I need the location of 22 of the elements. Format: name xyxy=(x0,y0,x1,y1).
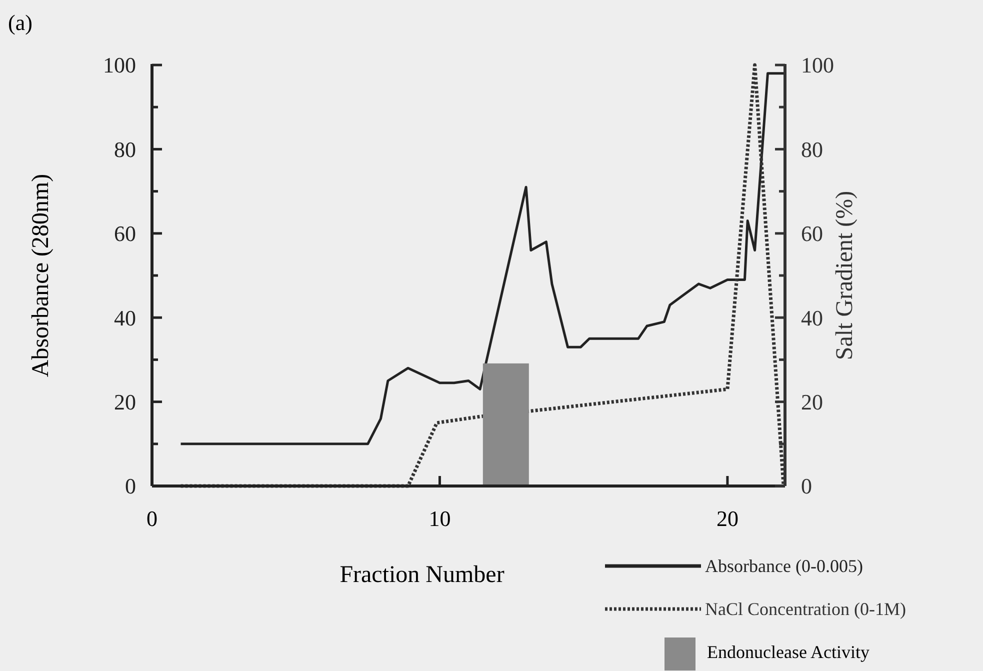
y-axis-title: Absorbance (280nm) xyxy=(28,174,54,378)
text: Absorbance (0-0.005) xyxy=(705,556,863,576)
y2-tick-label: 0 xyxy=(801,474,812,499)
x-tick-label: 0 xyxy=(146,506,158,531)
y-tick-label: 20 xyxy=(114,390,136,414)
y2-tick-label: 40 xyxy=(801,305,823,330)
y-tick-label: 100 xyxy=(103,52,136,78)
y-tick-label: 0 xyxy=(125,474,136,499)
legend-label: Endonuclease Activity xyxy=(707,642,870,662)
y2-tick-label: 60 xyxy=(801,221,823,246)
x-axis-title: Fraction Number xyxy=(340,562,504,588)
y-tick-label: 40 xyxy=(114,305,136,330)
y2-tick-label: 20 xyxy=(801,390,823,414)
text: (a) xyxy=(8,10,32,35)
y2-tick-label: 100 xyxy=(801,52,834,78)
x-tick-label: 20 xyxy=(716,506,738,531)
x-tick-label: 10 xyxy=(428,506,451,531)
y-tick-label: 60 xyxy=(114,221,136,246)
y-tick-label: 80 xyxy=(114,136,136,162)
text: NaCl Concentration (0-1M) xyxy=(705,599,906,619)
y2-axis-title: Salt Gradient (%) xyxy=(832,190,858,360)
y2-tick-label: 80 xyxy=(801,136,823,162)
